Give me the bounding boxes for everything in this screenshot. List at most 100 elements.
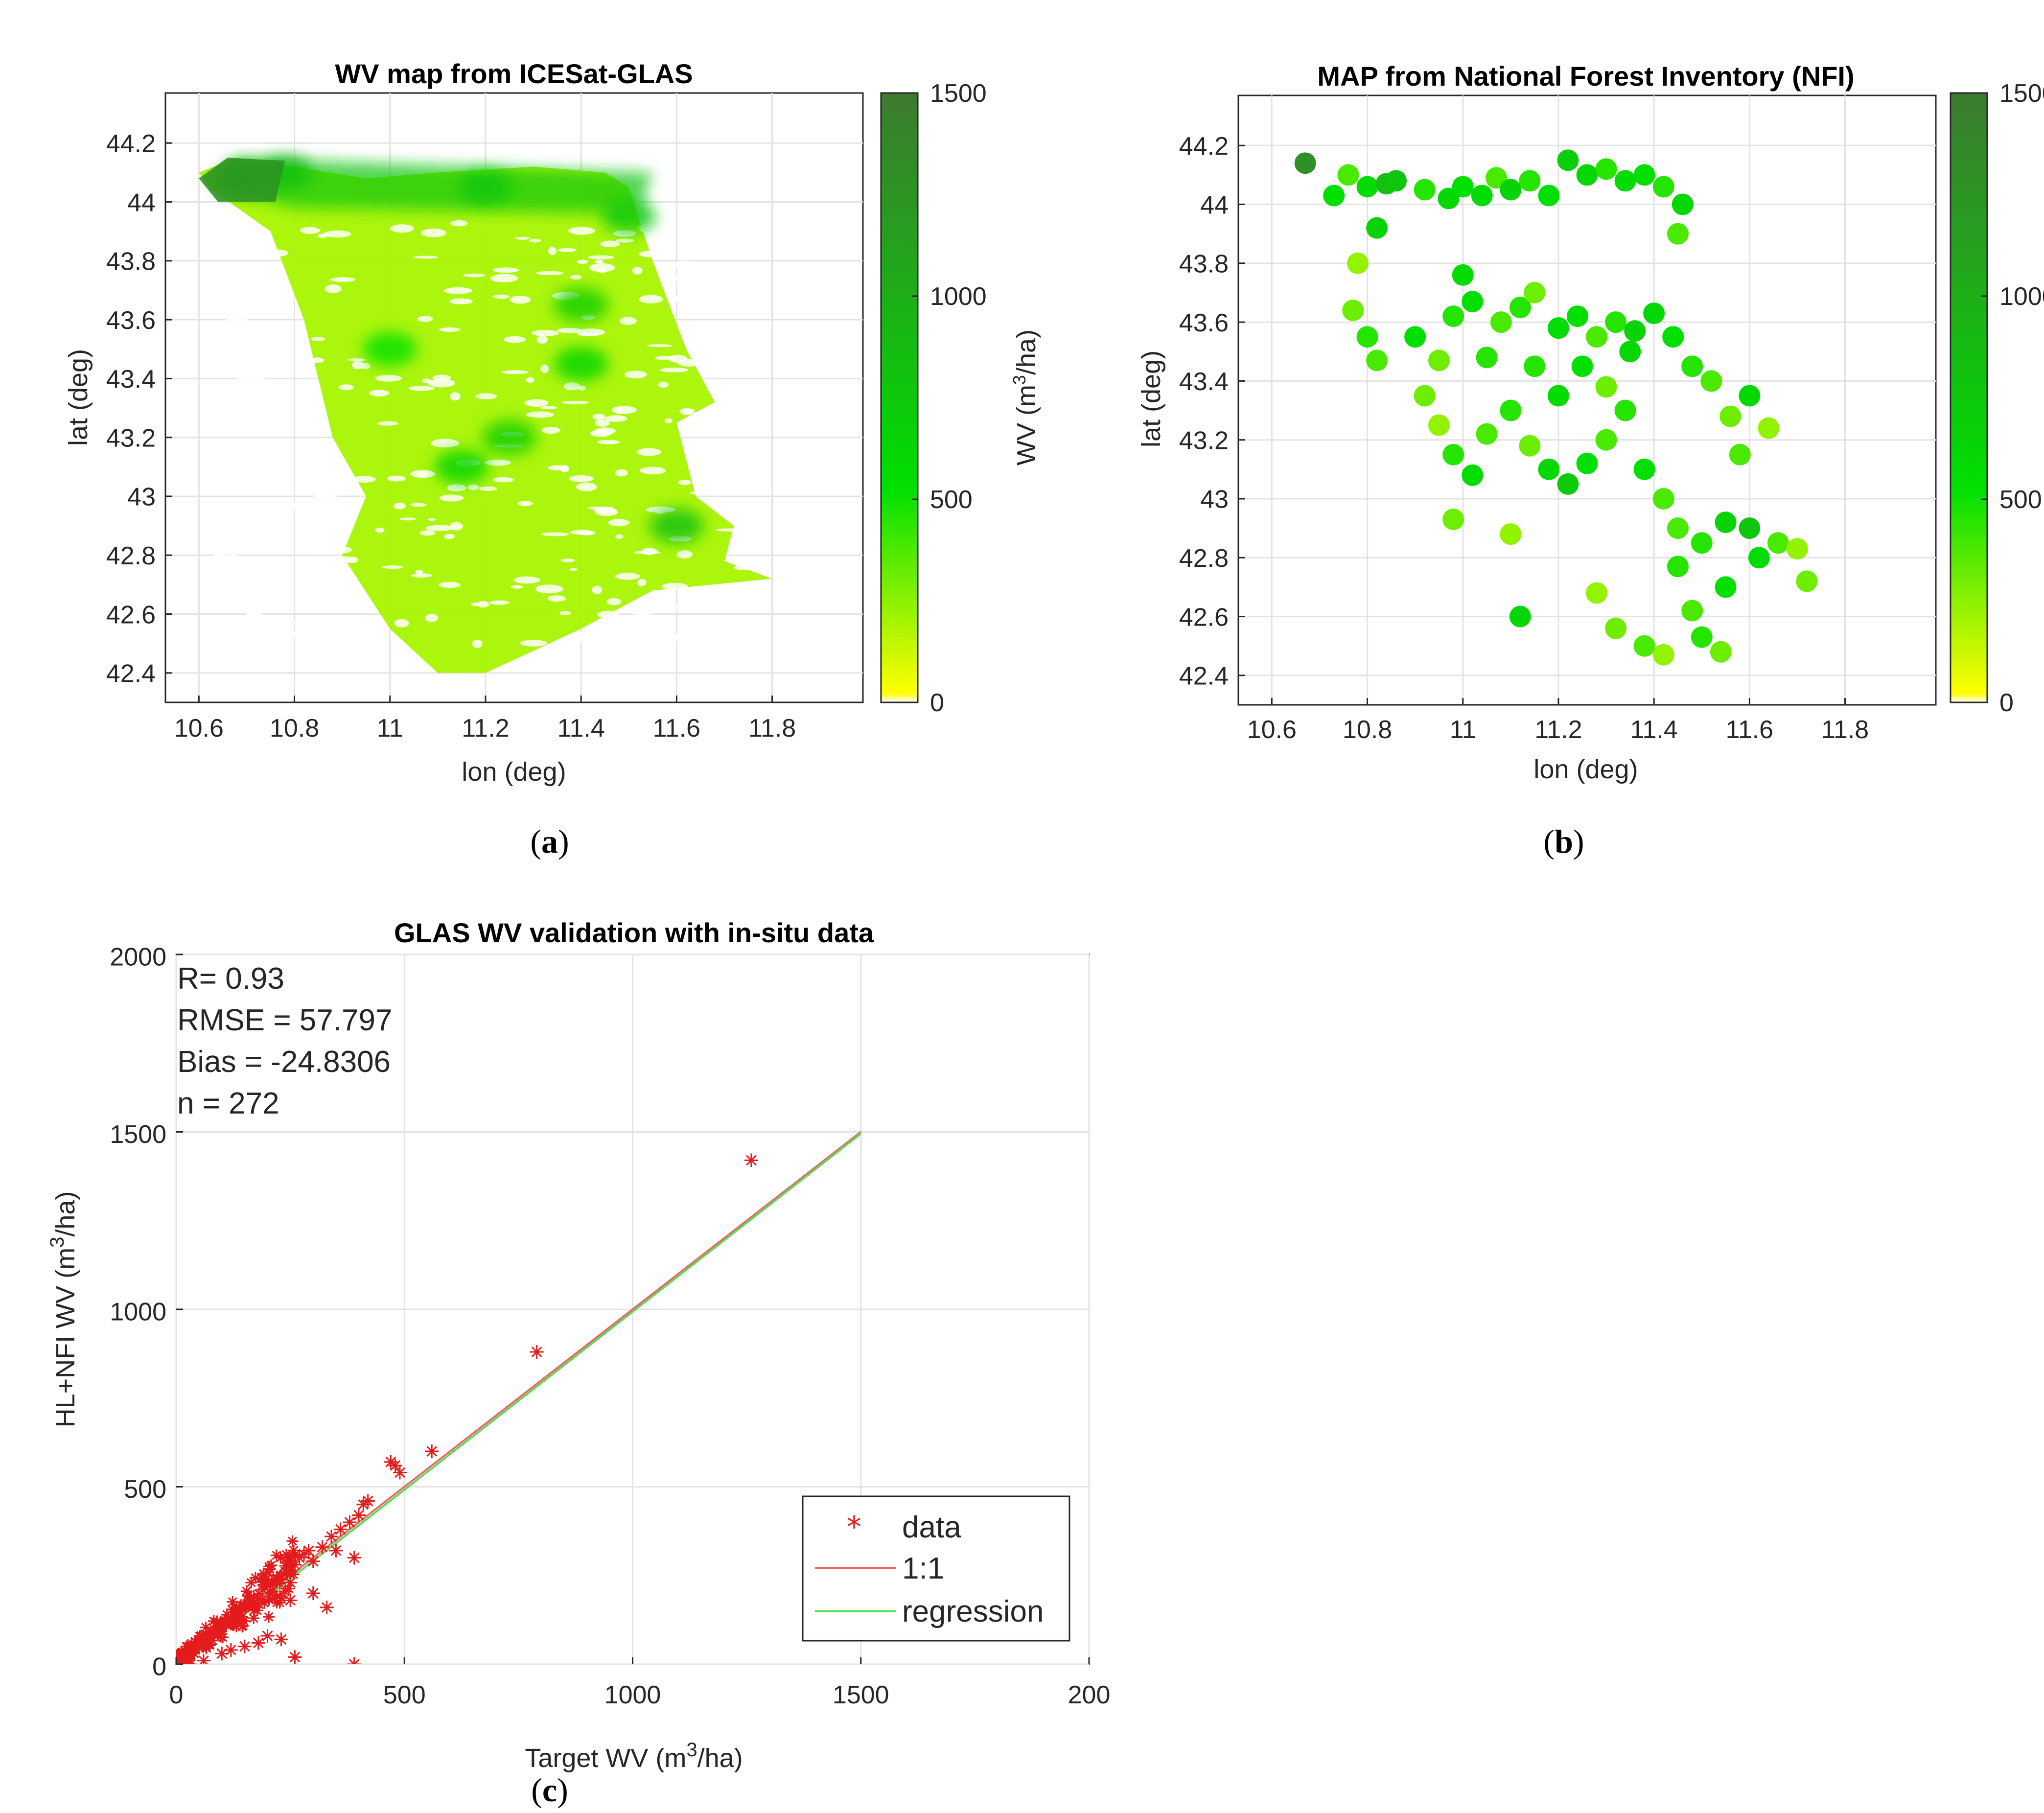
raster-gap bbox=[467, 484, 479, 490]
raster-gap bbox=[212, 408, 220, 414]
raster-gap bbox=[540, 364, 549, 373]
data-point bbox=[180, 1657, 192, 1664]
raster-gap bbox=[489, 600, 510, 605]
nfi-point bbox=[1547, 317, 1569, 339]
raster-gap bbox=[664, 418, 673, 423]
raster-gap bbox=[411, 573, 432, 578]
nfi-point bbox=[1519, 170, 1541, 192]
panel-a-map: 10.6 10.8 11 11.2 11.4 11.6 11.8 42.442.642.84… bbox=[64, 58, 1041, 787]
raster-gap bbox=[283, 504, 306, 510]
wv-hotspot bbox=[650, 509, 704, 543]
raster-gap bbox=[568, 227, 595, 235]
nfi-point bbox=[1758, 417, 1780, 439]
raster-gap bbox=[265, 352, 293, 356]
raster-gap bbox=[377, 421, 399, 426]
nfi-point bbox=[1652, 488, 1674, 510]
y-tick-label: 500 bbox=[124, 1475, 166, 1504]
raster-gap bbox=[422, 378, 432, 383]
nfi-point bbox=[1796, 570, 1818, 592]
raster-gap bbox=[691, 631, 707, 637]
data-point bbox=[186, 1637, 198, 1650]
x-tick-label: 11 bbox=[1450, 716, 1476, 744]
data-point bbox=[260, 1629, 275, 1643]
raster-gap bbox=[677, 358, 700, 367]
raster-gap bbox=[226, 459, 247, 466]
nfi-point bbox=[1595, 376, 1617, 398]
raster-gap bbox=[463, 273, 486, 278]
data-point bbox=[188, 1648, 201, 1660]
nfi-point bbox=[1667, 556, 1689, 578]
raster-gap bbox=[616, 238, 634, 243]
raster-gap bbox=[338, 384, 354, 391]
panel-c-xlabel: Target WV (m3/ha) bbox=[525, 1739, 743, 1773]
raster-gap bbox=[311, 337, 325, 341]
wv-max-corner bbox=[199, 158, 285, 202]
raster-gap bbox=[351, 360, 364, 370]
raster-gap bbox=[438, 581, 461, 588]
nfi-point bbox=[1347, 252, 1369, 274]
nfi-point bbox=[1652, 644, 1674, 666]
nfi-point bbox=[1624, 320, 1646, 342]
nfi-point bbox=[1633, 164, 1655, 186]
raster-gap bbox=[693, 255, 709, 260]
nfi-point bbox=[1538, 185, 1560, 207]
raster-gap bbox=[569, 475, 594, 482]
nfi-point bbox=[1356, 326, 1378, 348]
data-point bbox=[215, 1647, 229, 1661]
wv-northern-band bbox=[208, 158, 653, 214]
data-point bbox=[274, 1632, 288, 1647]
raster-gap bbox=[399, 517, 417, 521]
data-point bbox=[243, 1601, 255, 1613]
raster-gap bbox=[475, 393, 497, 399]
raster-gap bbox=[306, 548, 325, 555]
raster-gap bbox=[375, 527, 385, 533]
y-tick-label: 42.6 bbox=[106, 601, 156, 629]
raster-gap bbox=[268, 445, 287, 449]
raster-gap bbox=[443, 287, 473, 294]
raster-gap bbox=[312, 641, 323, 647]
nfi-point bbox=[1524, 281, 1546, 303]
panel-b-x-ticks: 10.6 10.8 11 11.2 11.4 11.6 11.8 bbox=[1247, 698, 1869, 744]
y-tick-label: 42.4 bbox=[1179, 662, 1229, 691]
raster-gap bbox=[312, 494, 339, 502]
raster-gap bbox=[201, 249, 216, 254]
nfi-point bbox=[1619, 341, 1641, 363]
raster-gap bbox=[536, 335, 548, 344]
raster-gap bbox=[492, 294, 510, 299]
raster-gap bbox=[210, 554, 229, 563]
data-point bbox=[262, 1566, 275, 1579]
raster-gap bbox=[369, 390, 390, 397]
raster-gap bbox=[235, 375, 254, 380]
x-tick-label: 11.8 bbox=[1821, 716, 1869, 744]
raster-gap bbox=[536, 271, 564, 276]
raster-gap bbox=[690, 491, 706, 495]
nfi-point bbox=[1691, 626, 1713, 648]
data-point bbox=[176, 1658, 185, 1664]
raster-gap bbox=[425, 613, 439, 622]
raster-gap bbox=[301, 516, 330, 525]
data-point bbox=[343, 1515, 357, 1529]
data-point bbox=[283, 1593, 298, 1607]
nfi-point bbox=[1476, 347, 1498, 369]
raster-gap bbox=[244, 520, 265, 526]
raster-gap bbox=[548, 247, 557, 256]
raster-gap bbox=[232, 387, 259, 391]
raster-gap bbox=[592, 414, 605, 420]
panel-b-ylabel: lat (deg) bbox=[1137, 350, 1166, 447]
raster-gap bbox=[676, 550, 693, 558]
nfi-point bbox=[1428, 414, 1450, 436]
raster-gap bbox=[410, 503, 427, 507]
raster-gap bbox=[410, 470, 436, 478]
y-tick-label: 44 bbox=[127, 188, 156, 217]
raster-gap bbox=[715, 360, 739, 368]
raster-gap bbox=[524, 399, 549, 407]
y-tick-label: 43.4 bbox=[106, 365, 156, 394]
legend-data-label: data bbox=[902, 1511, 961, 1544]
raster-gap bbox=[215, 286, 242, 292]
panel-b-y-ticks: 42.4 42.6 42.8 43 43.2 43.4 43.6 43.8 44 44.2 bbox=[1179, 132, 1245, 691]
raster-gap bbox=[323, 230, 351, 238]
raster-gap bbox=[716, 528, 745, 532]
raster-gap bbox=[569, 568, 578, 571]
nfi-point bbox=[1500, 523, 1522, 545]
nfi-point bbox=[1571, 355, 1593, 377]
